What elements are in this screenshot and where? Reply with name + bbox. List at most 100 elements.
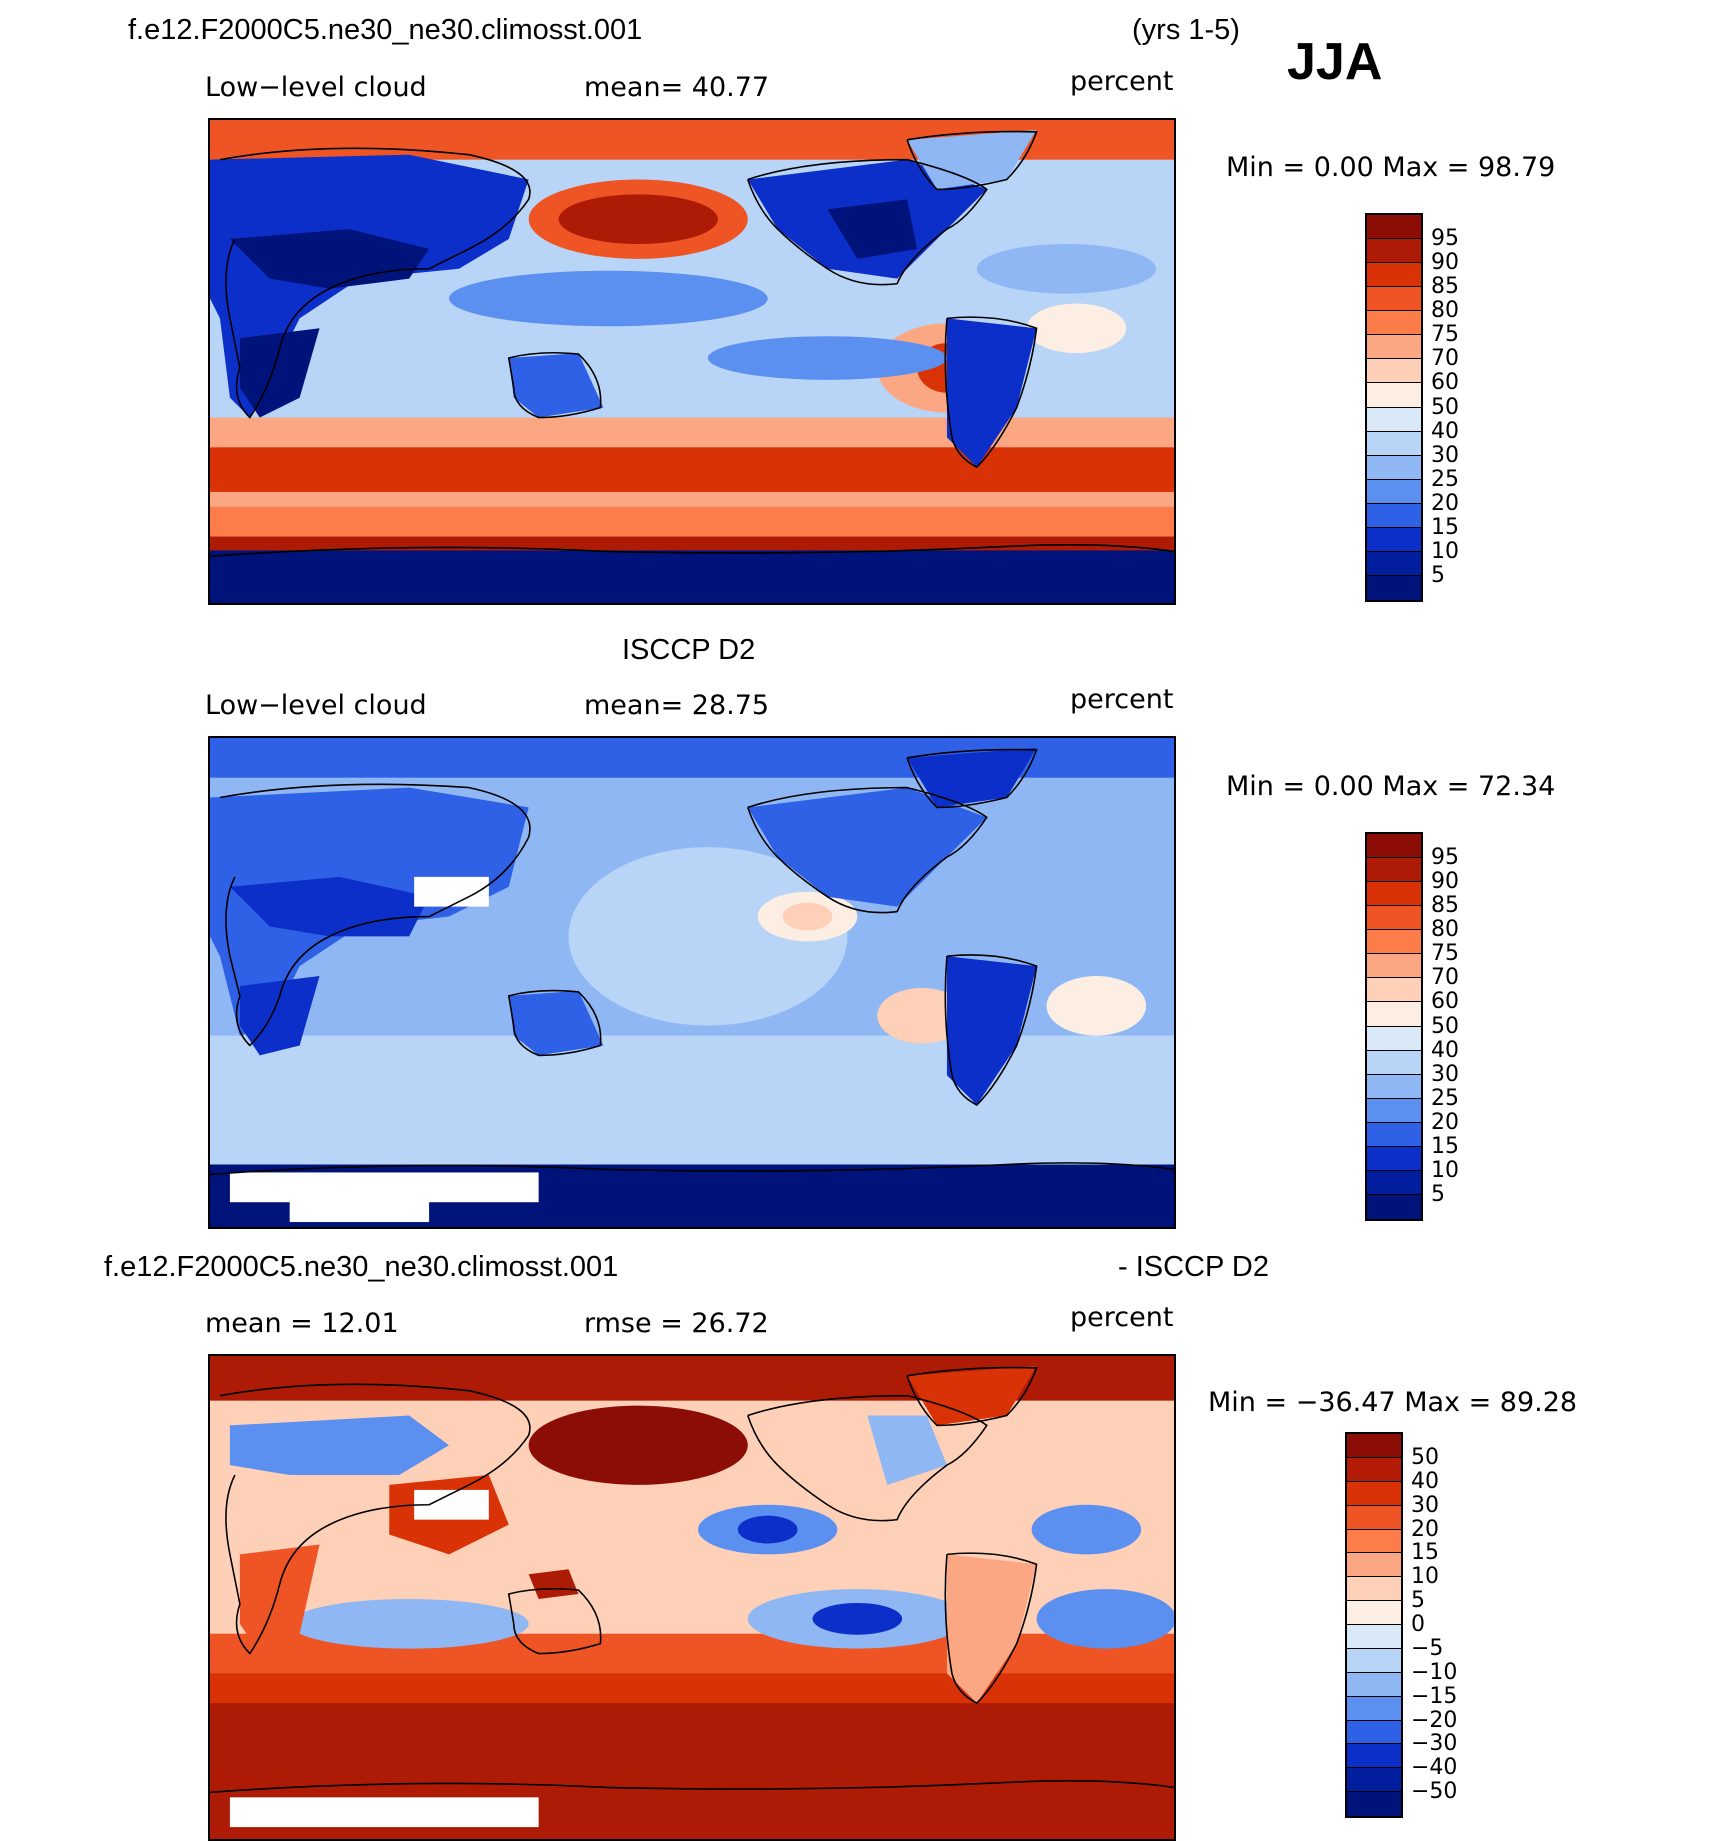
colorbar-segment xyxy=(1367,1002,1421,1027)
colorbar-segment xyxy=(1347,1434,1401,1458)
panel2-units: percent xyxy=(1070,684,1174,715)
colorbar-segment xyxy=(1367,359,1421,384)
panel2-mean: mean= 28.75 xyxy=(584,690,770,721)
colorbar-segment xyxy=(1367,978,1421,1003)
years-label: (yrs 1-5) xyxy=(1132,14,1240,46)
colorbar-segment xyxy=(1367,455,1421,480)
colorbar-segment xyxy=(1367,1146,1421,1171)
panel2-title: ISCCP D2 xyxy=(622,634,756,666)
colorbar-tick-label: −40 xyxy=(1411,1755,1458,1781)
colorbar-tick-label: 40 xyxy=(1431,418,1459,444)
colorbar-segment xyxy=(1367,311,1421,336)
colorbar-segment xyxy=(1367,1074,1421,1099)
colorbar-tick-label: 40 xyxy=(1431,1037,1459,1063)
colorbar-segment xyxy=(1367,882,1421,907)
colorbar-tick-label: 60 xyxy=(1431,989,1459,1015)
colorbar-tick-label: 5 xyxy=(1431,1181,1445,1207)
colorbar-tick-label: 30 xyxy=(1411,1492,1439,1518)
colorbar-segment xyxy=(1367,335,1421,360)
colorbar-tick-label: −15 xyxy=(1411,1683,1458,1709)
colorbar-segment xyxy=(1367,575,1421,600)
colorbar-segment xyxy=(1347,1744,1401,1769)
panel2-map xyxy=(208,736,1176,1229)
colorbar-tick-label: −20 xyxy=(1411,1707,1458,1733)
colorbar-segment xyxy=(1347,1672,1401,1697)
colorbar-tick-label: 0 xyxy=(1411,1612,1425,1637)
colorbar-segment xyxy=(1367,1026,1421,1051)
colorbar-tick-label: 50 xyxy=(1411,1444,1439,1470)
colorbar-tick-label: 20 xyxy=(1431,490,1459,516)
colorbar-tick-label: −5 xyxy=(1411,1635,1444,1661)
panel2-variable: Low−level cloud xyxy=(205,690,427,721)
colorbar-segment xyxy=(1367,287,1421,312)
colorbar-segment xyxy=(1367,930,1421,955)
panel1-variable: Low−level cloud xyxy=(205,72,427,103)
colorbar-segment xyxy=(1367,431,1421,456)
colorbar-tick-label: 40 xyxy=(1411,1468,1439,1494)
colorbar-segment xyxy=(1367,263,1421,288)
colorbar-segment xyxy=(1367,479,1421,504)
colorbar-segment xyxy=(1347,1625,1401,1649)
panel1-minmax: Min = 0.00 Max = 98.79 xyxy=(1226,152,1556,183)
colorbar-segment xyxy=(1347,1720,1401,1745)
colorbar-tick-label: −50 xyxy=(1411,1779,1458,1805)
colorbar-tick-label: 95 xyxy=(1431,845,1459,871)
colorbar-tick-label: 75 xyxy=(1431,941,1459,967)
panel1-mean: mean= 40.77 xyxy=(584,72,770,103)
panel3-mean: mean = 12.01 xyxy=(205,1308,399,1339)
colorbar-tick-label: 70 xyxy=(1431,346,1459,372)
colorbar-segment xyxy=(1347,1601,1401,1625)
case-title: f.e12.F2000C5.ne30_ne30.climosst.001 xyxy=(128,14,643,46)
colorbar-tick-label: 10 xyxy=(1431,538,1459,564)
colorbar-segment xyxy=(1367,407,1421,432)
colorbar-segment xyxy=(1347,1696,1401,1721)
panel3-rmse: rmse = 26.72 xyxy=(584,1308,769,1339)
colorbar-segment xyxy=(1347,1457,1401,1482)
colorbar-tick-label: 70 xyxy=(1431,965,1459,991)
colorbar-tick-label: 5 xyxy=(1411,1588,1425,1614)
colorbar-segment xyxy=(1367,239,1421,264)
colorbar-tick-label: 80 xyxy=(1431,298,1459,324)
colorbar-segment xyxy=(1367,1170,1421,1195)
season-label: JJA xyxy=(1287,33,1383,91)
colorbar-tick-label: 30 xyxy=(1431,442,1459,468)
colorbar-segment xyxy=(1367,1194,1421,1219)
colorbar-tick-label: 25 xyxy=(1431,466,1459,492)
colorbar-tick-label: 90 xyxy=(1431,869,1459,895)
panel1-map xyxy=(208,118,1176,605)
colorbar-segment xyxy=(1347,1648,1401,1673)
panel3-title-left: f.e12.F2000C5.ne30_ne30.climosst.001 xyxy=(104,1251,619,1283)
colorbar-segment xyxy=(1367,1098,1421,1123)
colorbar-segment xyxy=(1347,1577,1401,1602)
colorbar-segment xyxy=(1347,1768,1401,1793)
colorbar-tick-label: −30 xyxy=(1411,1731,1458,1757)
colorbar-tick-label: 50 xyxy=(1431,1013,1459,1039)
colorbar-segment xyxy=(1367,858,1421,883)
colorbar-segment xyxy=(1367,503,1421,528)
panel3-map xyxy=(208,1354,1176,1841)
colorbar-segment xyxy=(1347,1529,1401,1554)
colorbar-tick-label: 15 xyxy=(1411,1540,1439,1566)
colorbar-segment xyxy=(1347,1792,1401,1816)
colorbar-tick-label: 15 xyxy=(1431,514,1459,540)
colorbar-segment xyxy=(1367,1122,1421,1147)
panel2-map-svg xyxy=(210,738,1174,1227)
colorbar-tick-label: 20 xyxy=(1411,1516,1439,1542)
colorbar-tick-label: 25 xyxy=(1431,1085,1459,1111)
panel3-units: percent xyxy=(1070,1302,1174,1333)
colorbar-tick-label: 75 xyxy=(1431,322,1459,348)
colorbar-tick-label: 50 xyxy=(1431,394,1459,420)
colorbar-tick-label: −10 xyxy=(1411,1659,1458,1685)
colorbar-tick-label: 15 xyxy=(1431,1133,1459,1159)
colorbar-tick-label: 60 xyxy=(1431,370,1459,396)
colorbar-segment xyxy=(1367,1050,1421,1075)
colorbar-segment xyxy=(1347,1481,1401,1506)
panel2-minmax: Min = 0.00 Max = 72.34 xyxy=(1226,771,1556,802)
panel1-colorbar xyxy=(1365,213,1423,602)
colorbar-tick-label: 85 xyxy=(1431,274,1459,300)
colorbar-tick-label: 80 xyxy=(1431,917,1459,943)
colorbar-tick-label: 10 xyxy=(1411,1564,1439,1590)
colorbar-tick-label: 10 xyxy=(1431,1157,1459,1183)
panel3-minmax: Min = −36.47 Max = 89.28 xyxy=(1208,1387,1578,1418)
colorbar-segment xyxy=(1367,383,1421,408)
